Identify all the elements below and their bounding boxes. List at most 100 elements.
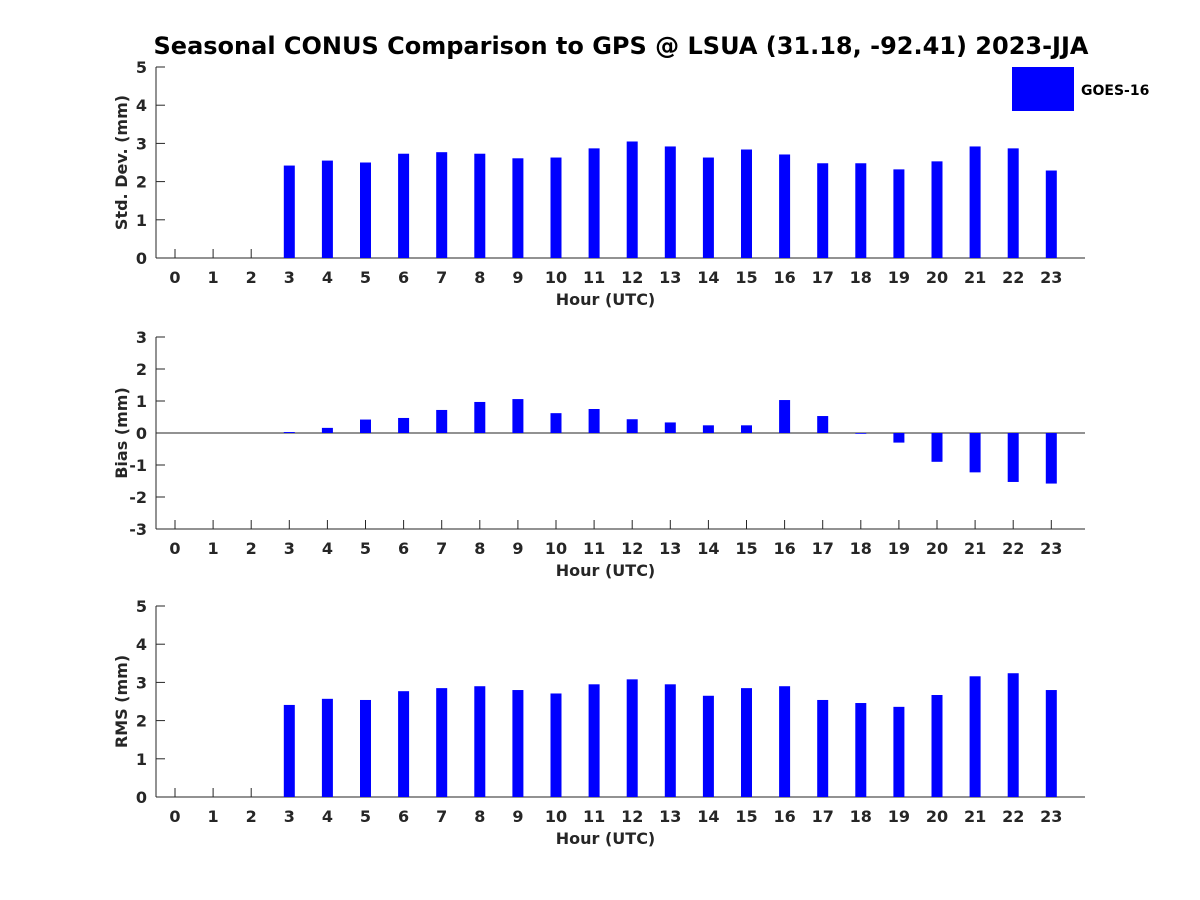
bar-hour-16 [779,400,791,433]
bar-hour-22 [1007,673,1019,797]
x-tick-label: 18 [850,807,872,826]
y-tick-label: 3 [136,328,147,347]
y-tick-label: 0 [136,424,147,443]
y-tick-label: 1 [136,750,147,769]
x-tick-label: 22 [1002,807,1024,826]
x-tick-label: 13 [659,268,681,287]
x-tick-label: 0 [169,807,180,826]
x-tick-label: 12 [621,268,643,287]
y-tick-label: 0 [136,249,147,268]
x-tick-label: 8 [474,807,485,826]
bar-hour-6 [398,691,410,797]
bar-hour-21 [969,433,981,473]
y-tick-label: 2 [136,360,147,379]
bar-hour-13 [664,684,676,797]
y-tick-label: 5 [136,58,147,77]
x-tick-label: 6 [398,539,409,558]
x-tick-label: 12 [621,539,643,558]
bar-hour-9 [512,399,524,433]
x-tick-label: 20 [926,539,948,558]
bar-hour-16 [779,686,791,797]
y-axis-label: Bias (mm) [112,387,131,479]
x-tick-label: 4 [322,539,333,558]
x-tick-label: 4 [322,268,333,287]
bar-hour-7 [436,688,448,797]
y-tick-label: 2 [136,712,147,731]
bar-hour-15 [741,425,752,433]
x-tick-label: 2 [246,539,257,558]
bar-hour-3 [283,704,295,797]
x-tick-label: 11 [583,539,605,558]
figure-title: Seasonal CONUS Comparison to GPS @ LSUA … [154,32,1089,60]
x-tick-label: 19 [888,807,910,826]
x-tick-label: 13 [659,807,681,826]
bar-hour-6 [398,153,410,258]
x-tick-label: 11 [583,807,605,826]
bar-hour-17 [817,416,829,433]
y-tick-label: 5 [136,597,147,616]
bar-hour-6 [398,417,410,433]
x-tick-label: 8 [474,268,485,287]
x-tick-label: 14 [697,807,719,826]
x-axis-label: Hour (UTC) [556,290,656,309]
x-tick-label: 5 [360,807,371,826]
bar-hour-3 [283,432,295,433]
x-tick-label: 16 [773,807,795,826]
x-tick-label: 13 [659,539,681,558]
y-tick-label: 0 [136,788,147,807]
x-tick-label: 9 [512,268,523,287]
x-tick-label: 23 [1040,539,1062,558]
y-axis-label: RMS (mm) [112,655,131,748]
bar-hour-4 [321,160,333,258]
x-tick-label: 23 [1040,268,1062,287]
x-tick-label: 10 [545,807,567,826]
x-tick-label: 18 [850,539,872,558]
x-tick-label: 7 [436,807,447,826]
bar-hour-14 [702,695,714,797]
x-tick-label: 3 [284,268,295,287]
legend-label: GOES-16 [1081,83,1149,99]
bar-hour-18 [855,703,867,797]
bar-hour-19 [893,706,905,797]
y-tick-label: -2 [129,488,147,507]
x-axis-label: Hour (UTC) [556,829,656,848]
x-tick-label: 3 [284,807,295,826]
bar-hour-11 [588,684,600,797]
x-tick-label: 17 [812,539,834,558]
legend-swatch [1012,67,1074,111]
y-tick-label: 4 [136,96,147,115]
bar-hour-23 [1045,690,1057,797]
x-tick-label: 15 [735,268,757,287]
y-tick-label: 1 [136,211,147,230]
bar-hour-19 [893,433,905,443]
x-tick-label: 5 [360,539,371,558]
x-tick-label: 19 [888,539,910,558]
x-tick-label: 22 [1002,268,1024,287]
bar-hour-15 [741,688,752,797]
bar-hour-23 [1045,433,1057,484]
bar-hour-7 [436,409,448,433]
bar-hour-12 [626,419,638,433]
bar-hour-21 [969,146,981,258]
bar-hour-20 [931,161,943,258]
x-tick-label: 9 [512,807,523,826]
bar-hour-8 [474,153,486,258]
bar-hour-8 [474,401,486,433]
x-axis-label: Hour (UTC) [556,561,656,580]
x-tick-label: 0 [169,268,180,287]
x-tick-label: 2 [246,807,257,826]
bar-hour-22 [1007,148,1019,258]
bar-hour-20 [931,433,943,462]
y-tick-label: -1 [129,456,147,475]
bar-hour-7 [436,152,448,258]
x-tick-label: 17 [812,268,834,287]
bar-hour-21 [969,676,981,797]
x-tick-label: 7 [436,539,447,558]
y-tick-label: 1 [136,392,147,411]
x-tick-label: 10 [545,539,567,558]
bar-hour-17 [817,163,829,258]
bar-hour-5 [360,162,371,258]
